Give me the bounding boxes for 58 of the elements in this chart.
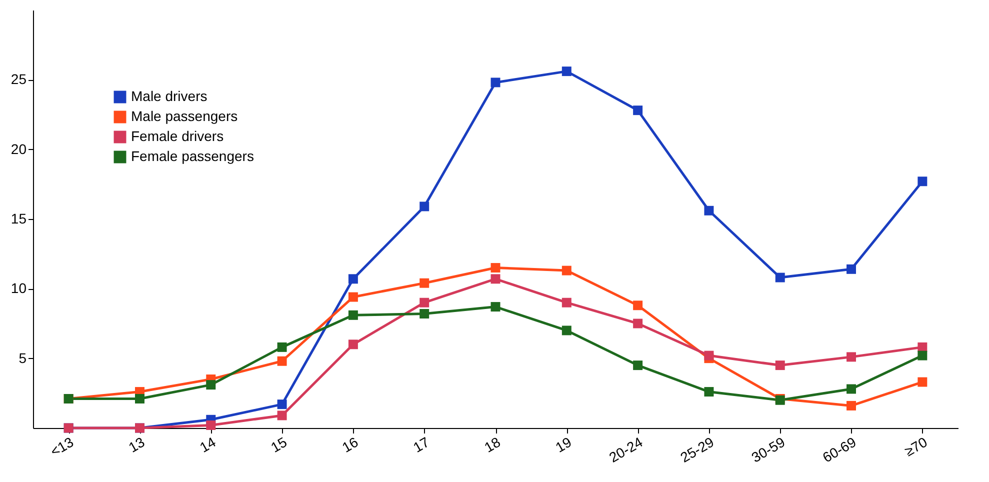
x-tick-label: <13 xyxy=(48,434,76,460)
point xyxy=(846,400,856,410)
point xyxy=(633,318,643,328)
point xyxy=(348,274,358,284)
point xyxy=(704,387,714,397)
point xyxy=(420,309,430,318)
legend-label: Female drivers xyxy=(131,128,224,144)
point xyxy=(846,352,856,362)
point xyxy=(918,176,928,186)
point xyxy=(420,202,430,212)
point xyxy=(918,350,928,360)
x-tick-label: ≥70 xyxy=(902,434,930,460)
point xyxy=(490,78,500,88)
point xyxy=(277,342,287,352)
point xyxy=(704,350,714,360)
point xyxy=(206,420,216,430)
point xyxy=(206,380,216,390)
point xyxy=(277,400,287,410)
legend-label: Female passengers xyxy=(131,148,254,164)
x-tick-label: 60-69 xyxy=(820,434,859,466)
legend-label: Male drivers xyxy=(131,88,208,104)
point xyxy=(348,340,358,350)
y-tick-label: 10 xyxy=(10,280,27,296)
point xyxy=(348,310,358,320)
x-tick-label: 18 xyxy=(482,434,504,456)
x-tick-label: 14 xyxy=(196,434,219,456)
point xyxy=(420,298,430,308)
point xyxy=(562,326,572,336)
point xyxy=(775,272,785,282)
y-tick-label: 20 xyxy=(10,140,27,157)
point xyxy=(490,302,500,312)
point xyxy=(562,66,572,76)
x-tick-label: 19 xyxy=(552,434,574,456)
point xyxy=(846,384,856,394)
point xyxy=(348,292,358,302)
y-tick-label: 15 xyxy=(10,210,27,226)
point xyxy=(633,300,643,310)
point xyxy=(633,106,643,116)
legend-label: Male passengers xyxy=(131,108,238,124)
x-tick-label: 16 xyxy=(339,434,361,456)
point xyxy=(420,278,430,288)
point xyxy=(846,264,856,274)
point xyxy=(562,298,572,308)
x-tick-label: 15 xyxy=(268,434,290,456)
point xyxy=(633,360,643,370)
point xyxy=(490,274,500,284)
point xyxy=(918,377,928,387)
point xyxy=(277,410,287,420)
point xyxy=(775,360,785,370)
point xyxy=(704,206,714,216)
y-tick-label: 5 xyxy=(18,350,27,366)
point xyxy=(277,356,287,366)
point xyxy=(562,266,572,276)
y-tick-label: 25 xyxy=(10,71,27,88)
x-tick-label: 17 xyxy=(410,434,432,456)
x-tick-label: 13 xyxy=(126,434,148,456)
point xyxy=(490,263,500,273)
point xyxy=(134,394,144,404)
